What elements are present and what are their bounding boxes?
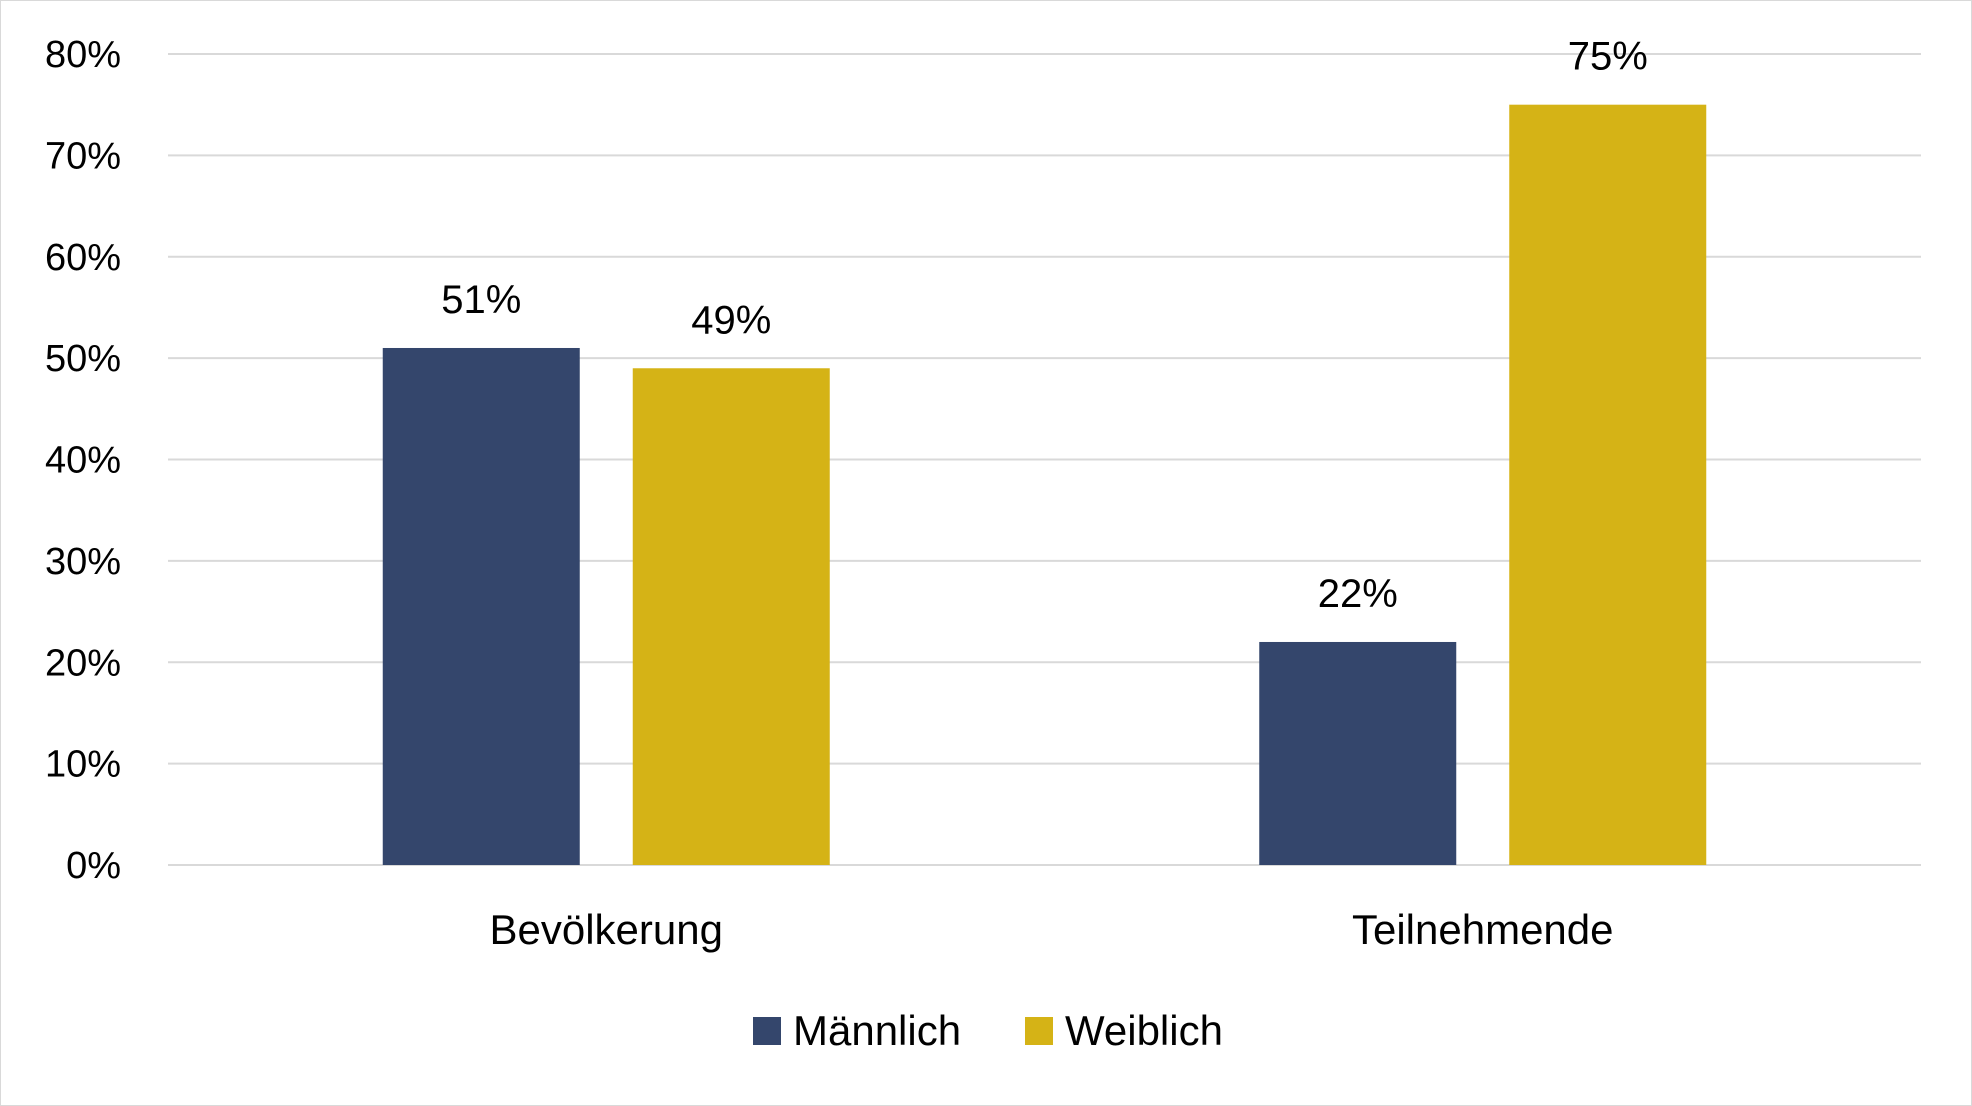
data-label: 49% (691, 298, 771, 342)
data-label: 51% (441, 278, 521, 322)
y-axis-tick-labels: 0% 10% 20% 30% 40% 50% 60% 70% 80% (45, 34, 121, 887)
y-tick-label: 10% (45, 744, 121, 786)
legend-label: Weiblich (1065, 1007, 1223, 1054)
y-tick-label: 40% (45, 440, 121, 482)
y-tick-label: 50% (45, 338, 121, 380)
y-tick-label: 60% (45, 237, 121, 279)
bar-weiblich-0 (632, 368, 830, 865)
data-labels: 51% 49% 22% 75% (441, 35, 1648, 616)
bars (382, 104, 1707, 865)
bar-maennlich-0 (382, 347, 580, 865)
y-tick-label: 30% (45, 541, 121, 583)
y-tick-label: 0% (66, 845, 121, 887)
data-label: 22% (1318, 572, 1398, 616)
x-axis-category-labels: Bevölkerung Teilnehmende (490, 906, 1614, 953)
y-tick-label: 70% (45, 135, 121, 177)
y-tick-label: 20% (45, 642, 121, 684)
y-tick-label: 80% (45, 34, 121, 76)
legend-label: Männlich (793, 1007, 961, 1054)
data-label: 75% (1568, 35, 1648, 79)
legend-swatch (753, 1017, 781, 1045)
category-label: Teilnehmende (1352, 906, 1614, 953)
bar-weiblich-1 (1509, 104, 1707, 865)
legend: Männlich Weiblich (753, 1007, 1223, 1054)
category-label: Bevölkerung (490, 906, 723, 953)
bar-maennlich-1 (1259, 641, 1457, 865)
legend-swatch (1025, 1017, 1053, 1045)
